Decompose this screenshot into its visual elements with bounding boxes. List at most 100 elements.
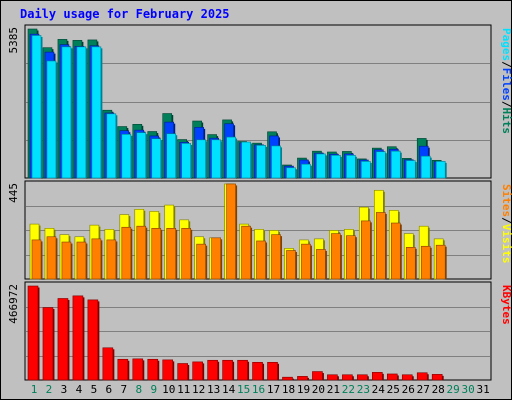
legend-part: KBytes: [500, 285, 512, 325]
x-label-day-14: 14: [222, 383, 236, 396]
x-label-day-2: 2: [46, 383, 53, 396]
bar-sites-day-18: [286, 250, 296, 280]
bar-sites-day-22: [346, 235, 356, 280]
bar-pages-day-4: [76, 46, 87, 179]
bar-sites-day-28: [435, 244, 446, 280]
bar-pages-day-1: [31, 35, 42, 179]
x-label-day-9: 9: [150, 383, 157, 396]
bar-kbytes-day-28: [431, 374, 443, 381]
bar-kbytes-day-24: [372, 372, 383, 381]
bar-kbytes-day-23: [357, 374, 368, 381]
bar-sites-day-12: [196, 243, 206, 280]
legend-part: /: [500, 61, 512, 68]
x-label-day-6: 6: [106, 383, 113, 396]
bar-sites-day-3: [61, 241, 72, 280]
bar-sites-day-9: [151, 228, 162, 280]
bar-sites-day-1: [31, 239, 42, 280]
bar-pages-day-10: [166, 133, 177, 179]
bar-sites-day-25: [390, 222, 401, 280]
x-label-day-20: 20: [312, 383, 325, 396]
bar-sites-day-7: [121, 226, 132, 280]
y-legend-visits-sites: Sites/Visits: [500, 184, 512, 264]
bar-kbytes-day-7: [117, 358, 129, 381]
bar-kbytes-day-15: [237, 359, 248, 381]
x-label-day-30: 30: [462, 383, 475, 396]
x-label-day-25: 25: [387, 383, 400, 396]
legend-part: Hits: [500, 108, 512, 135]
x-label-day-29: 29: [447, 383, 460, 396]
bar-sites-day-15: [241, 225, 251, 280]
legend-part: Sites: [500, 184, 512, 217]
x-label-day-12: 12: [192, 383, 205, 396]
bar-kbytes-day-6: [102, 347, 114, 381]
bar-sites-day-27: [420, 245, 431, 280]
bar-kbytes-day-27: [416, 372, 428, 381]
x-label-day-19: 19: [297, 383, 310, 396]
bar-sites-day-16: [256, 240, 266, 280]
legend-part: Files: [500, 68, 512, 101]
bar-sites-day-24: [376, 212, 386, 280]
bar-sites-day-11: [181, 228, 191, 280]
bar-kbytes-day-3: [57, 298, 69, 381]
bar-pages-day-22: [346, 155, 356, 179]
bar-sites-day-8: [136, 225, 147, 280]
x-label-day-11: 11: [177, 383, 190, 396]
bar-sites-day-5: [91, 238, 102, 280]
bar-pages-day-25: [390, 150, 401, 179]
legend-part: Pages: [500, 28, 512, 61]
bar-pages-day-13: [211, 139, 221, 179]
x-label-day-8: 8: [135, 383, 142, 396]
bar-pages-day-3: [61, 46, 72, 179]
x-label-day-24: 24: [372, 383, 386, 396]
x-label-day-17: 17: [267, 383, 280, 396]
bar-kbytes-day-14: [222, 359, 233, 381]
bar-pages-day-27: [420, 155, 431, 179]
bar-kbytes-day-13: [207, 359, 218, 381]
bar-sites-day-13: [211, 237, 221, 280]
x-label-day-5: 5: [91, 383, 98, 396]
x-label-day-1: 1: [31, 383, 38, 396]
bar-sites-day-6: [106, 239, 117, 280]
bar-kbytes-day-5: [87, 299, 99, 381]
bar-sites-day-19: [301, 243, 311, 280]
bar-pages-day-23: [361, 161, 371, 179]
bar-sites-day-10: [166, 228, 177, 280]
bar-pages-day-9: [151, 138, 162, 179]
bar-sites-day-26: [405, 247, 416, 280]
bar-kbytes-day-8: [132, 358, 144, 381]
x-label-day-4: 4: [76, 383, 83, 396]
bar-kbytes-day-26: [401, 374, 413, 381]
bar-kbytes-day-2: [42, 307, 54, 381]
bar-pages-day-8: [136, 132, 147, 179]
bar-kbytes-day-17: [267, 361, 278, 381]
x-label-day-23: 23: [357, 383, 370, 396]
x-label-day-31: 31: [476, 383, 489, 396]
bar-pages-day-12: [196, 139, 206, 179]
bar-pages-day-14: [226, 136, 236, 179]
bar-pages-day-26: [405, 160, 416, 179]
bar-kbytes-day-16: [252, 361, 263, 381]
x-label-day-18: 18: [282, 383, 295, 396]
bar-sites-day-2: [46, 236, 57, 280]
bar-pages-day-15: [241, 141, 251, 179]
bar-sites-day-21: [331, 233, 341, 280]
chart-bars: [27, 28, 447, 381]
bar-kbytes-day-25: [386, 373, 398, 381]
bar-kbytes-day-1: [27, 285, 39, 381]
bar-kbytes-day-22: [342, 374, 353, 381]
x-label-day-16: 16: [252, 383, 265, 396]
bar-kbytes-day-19: [297, 376, 308, 381]
bar-pages-day-20: [316, 153, 326, 179]
bar-kbytes-day-18: [282, 376, 293, 381]
x-label-day-13: 13: [207, 383, 220, 396]
x-label-day-28: 28: [432, 383, 445, 396]
legend-part: /: [500, 101, 512, 108]
bar-kbytes-day-20: [312, 371, 323, 381]
bar-kbytes-day-11: [177, 363, 188, 381]
bar-sites-day-4: [76, 241, 87, 280]
bar-sites-day-20: [316, 249, 326, 280]
bar-pages-day-18: [286, 167, 296, 179]
x-label-day-22: 22: [342, 383, 355, 396]
